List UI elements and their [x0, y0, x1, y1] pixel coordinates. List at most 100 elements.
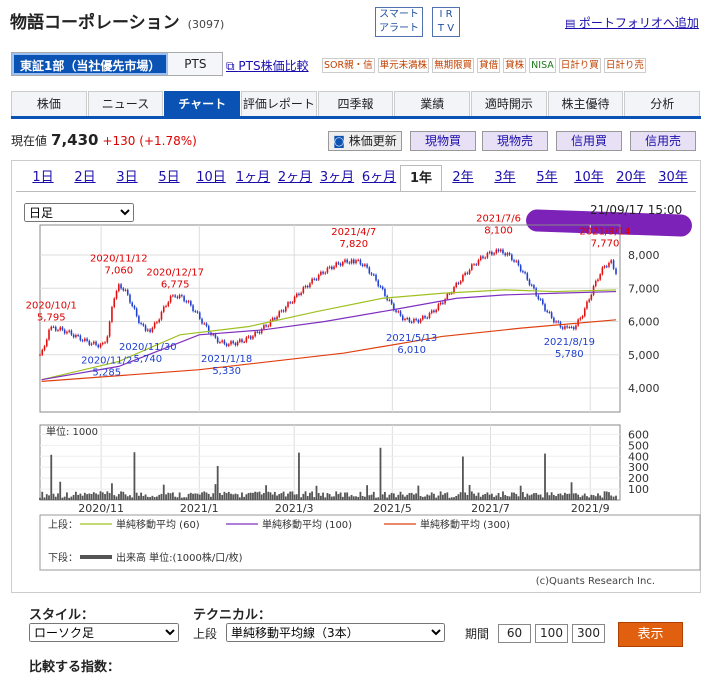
volume-tick-label: 500: [628, 439, 649, 452]
pts-compare-link[interactable]: ⧉ PTS株価比較: [226, 57, 309, 74]
volume-bar: [140, 492, 143, 500]
candle-body: [144, 325, 147, 331]
candle-body: [615, 268, 617, 274]
annotation-date: 2020/11/2: [81, 355, 132, 366]
nav-tab[interactable]: 分析: [624, 91, 701, 116]
period-tab[interactable]: 2日: [74, 170, 96, 185]
candle-body: [377, 280, 380, 287]
period-tab[interactable]: 1日: [32, 170, 54, 185]
period-tab[interactable]: 1年: [400, 165, 442, 192]
legend-upper-label: 上段：: [48, 518, 78, 531]
volume-bar: [579, 497, 582, 500]
nav-tab[interactable]: 株価: [11, 91, 87, 116]
volume-bar: [142, 495, 145, 500]
volume-bar: [588, 497, 591, 500]
volume-bar: [189, 492, 192, 500]
annotation-value: 5,285: [92, 367, 121, 378]
period-tab[interactable]: 20年: [616, 170, 646, 185]
candle-body: [192, 305, 194, 312]
volume-bar: [470, 491, 473, 500]
candle-body: [271, 318, 274, 321]
candle-body: [399, 311, 402, 316]
candle-body: [306, 285, 309, 288]
candle-body: [361, 264, 364, 267]
period-tab[interactable]: 10日: [196, 170, 226, 185]
candle-body: [344, 259, 346, 263]
nav-tab[interactable]: 株主優待: [547, 91, 624, 116]
period-tab[interactable]: 2年: [452, 170, 474, 185]
volume-bar: [252, 492, 254, 500]
period-tab[interactable]: 5年: [536, 170, 558, 185]
candle-body: [185, 301, 188, 303]
margin-sell-button[interactable]: 信用売: [630, 131, 696, 151]
volume-bar: [384, 491, 386, 500]
style-select[interactable]: ローソク足: [29, 623, 179, 642]
candle-body: [530, 284, 533, 286]
volume-bar: [395, 497, 397, 500]
volume-bar: [311, 491, 314, 500]
period-tab[interactable]: 1ヶ月: [235, 170, 271, 185]
period-tab[interactable]: 3日: [116, 170, 138, 185]
volume-tick-label: 400: [628, 450, 649, 463]
nav-tab[interactable]: チャート: [164, 91, 241, 116]
candle-body: [315, 279, 318, 281]
candle-body: [41, 349, 44, 355]
volume-bar: [446, 492, 449, 500]
volume-bar: [419, 495, 422, 500]
candle-body: [457, 282, 460, 284]
period-tab[interactable]: 3年: [494, 170, 516, 185]
volume-bar: [289, 491, 292, 500]
chart-interval-select[interactable]: 日足: [24, 203, 134, 222]
volume-bar: [459, 492, 462, 500]
nav-tab[interactable]: 評価レポート: [241, 91, 317, 116]
period-tab[interactable]: 2ヶ月: [277, 170, 313, 185]
period-input-2[interactable]: 100: [535, 624, 568, 643]
period-tab[interactable]: 5日: [158, 170, 180, 185]
volume-bar: [550, 492, 553, 500]
add-portfolio-link[interactable]: ▤ ポートフォリオへ追加: [565, 14, 699, 31]
candle-body: [153, 322, 156, 328]
nav-tab[interactable]: 四季報: [317, 91, 394, 116]
ir-tv-button[interactable]: I R T V: [432, 7, 460, 37]
candle-body: [39, 354, 41, 356]
nav-tab[interactable]: 業績: [394, 91, 471, 116]
nav-tab[interactable]: ニュース: [87, 91, 164, 116]
candle-body: [384, 288, 386, 296]
candle-body: [322, 271, 324, 274]
margin-buy-button[interactable]: 信用買: [556, 131, 622, 151]
period-tab[interactable]: 30年: [658, 170, 688, 185]
candle-body: [379, 286, 382, 288]
candle-body: [61, 327, 64, 330]
candle-body: [190, 301, 192, 306]
volume-bar: [256, 492, 259, 500]
nav-tab[interactable]: 適時開示: [471, 91, 547, 116]
cash-sell-button[interactable]: 現物売: [482, 131, 548, 151]
period-tab[interactable]: 10年: [574, 170, 604, 185]
volume-bar: [293, 494, 296, 500]
annotation-value: 7,770: [591, 239, 620, 250]
period-tab[interactable]: 6ヶ月: [361, 170, 397, 185]
volume-bar: [437, 495, 440, 500]
cash-buy-button[interactable]: 現物買: [410, 131, 476, 151]
price-refresh-button[interactable]: ◙ 株価更新: [328, 131, 402, 151]
volume-bar: [79, 493, 82, 500]
market-tab-tse[interactable]: 東証1部（当社優先市場）: [12, 53, 169, 75]
period-input-1[interactable]: 60: [498, 624, 531, 643]
smart-alert-button[interactable]: スマート アラート: [375, 7, 423, 37]
period-tab[interactable]: 3ヶ月: [319, 170, 355, 185]
volume-bar: [280, 493, 283, 500]
volume-bar: [133, 452, 136, 500]
candle-body: [176, 296, 179, 298]
market-tab-pts[interactable]: PTS: [168, 53, 223, 75]
volume-bar: [262, 492, 265, 500]
volume-bar: [450, 497, 453, 500]
period-input-3[interactable]: 300: [572, 624, 605, 643]
show-button[interactable]: 表示: [618, 622, 683, 647]
candle-body: [129, 294, 131, 303]
candle-body: [390, 300, 393, 304]
price-plot-frame: [39, 224, 621, 413]
candle-body: [506, 253, 509, 256]
technical-select[interactable]: 単純移動平均線（3本）: [226, 623, 445, 642]
volume-bar: [610, 495, 613, 500]
candle-body: [140, 322, 142, 324]
